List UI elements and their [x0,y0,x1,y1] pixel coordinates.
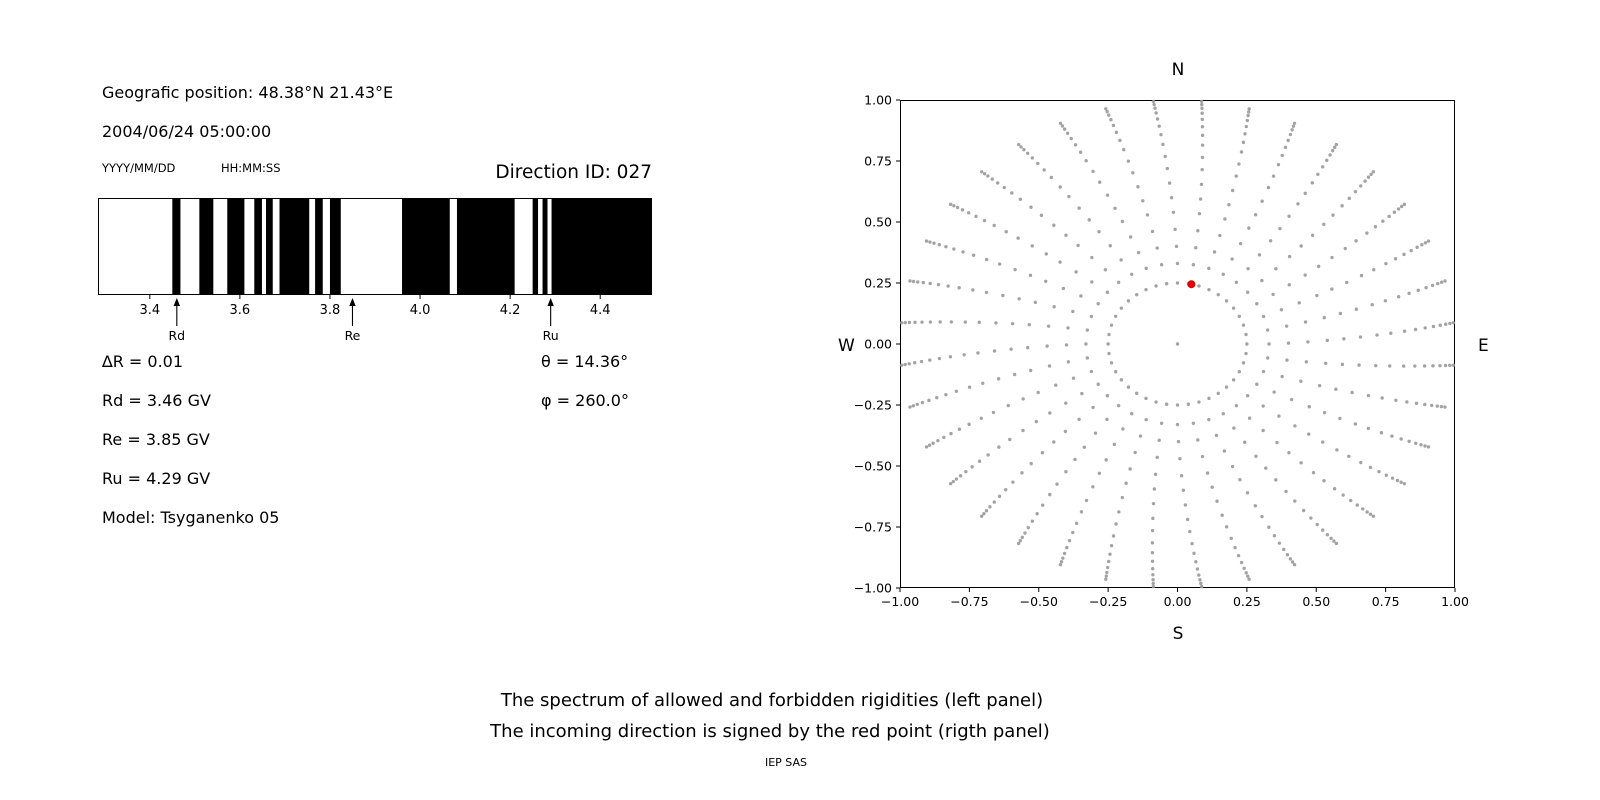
direction-ytick-label: 0.75 [864,154,892,169]
compass-south-label: S [1172,624,1184,644]
ru-value: Ru = 4.29 GV [102,469,211,488]
direction-ytick-label: 0.25 [864,276,892,291]
direction-xtick-label: −0.25 [1089,594,1127,609]
direction-ytick-label: −0.25 [854,398,892,413]
spectrum-tick-label: 4.2 [500,303,521,318]
spectrum-tick-label: 3.4 [139,303,160,318]
direction-ytick-label: 1.00 [864,93,892,108]
direction-xtick-label: 1.00 [1441,594,1469,609]
theta-value: θ = 14.36° [541,352,629,371]
direction-xtick-label: 0.50 [1302,594,1330,609]
spectrum-marker-label: Re [345,328,361,343]
re-value: Re = 3.85 GV [102,430,210,449]
spectrum-marker-label: Ru [543,328,559,343]
direction-ytick-label: −0.50 [854,459,892,474]
compass-east-label: E [1478,336,1489,356]
direction-ytick-label: 0.50 [864,215,892,230]
spectrum-tick-label: 3.6 [230,303,251,318]
direction-id-label: Direction ID: 027 [495,162,652,183]
delta-r-value: ∆R = 0.01 [102,352,184,371]
caption-line1: The spectrum of allowed and forbidden ri… [500,690,1044,711]
direction-xtick-label: −1.00 [881,594,919,609]
incoming-direction-plot: −1.00 −0.75 −0.50 −0.25 0.00 0.25 0.50 0.75 1.00… [854,93,1469,610]
direction-ytick-label: 0.00 [864,337,892,352]
direction-ytick-label: −1.00 [854,581,892,596]
compass-west-label: W [838,336,855,356]
direction-xtick-label: 0.00 [1164,594,1192,609]
direction-ytick-label: −0.75 [854,520,892,535]
direction-xtick-label: −0.75 [950,594,988,609]
date-format-label: YYYY/MM/DD [102,161,176,175]
compass-north-label: N [1171,60,1185,80]
time-format-label: HH:MM:SS [221,161,281,175]
direction-xtick-label: 0.25 [1233,594,1261,609]
rigidity-spectrum-plot: 3.4 3.6 3.8 4.0 4.2 4.4 Rd Re Ru [98,198,652,343]
credit-label: IEP SAS [764,756,808,769]
datetime-label: 2004/06/24 05:00:00 [102,122,272,141]
direction-xtick-label: −0.50 [1020,594,1058,609]
direction-xtick-label: 0.75 [1372,594,1400,609]
spectrum-tick-label: 4.0 [410,303,431,318]
spectrum-tick-label: 4.4 [590,303,611,318]
spectrum-marker-label: Rd [169,328,186,343]
phi-value: φ = 260.0° [541,391,629,410]
incoming-direction-red-point [1187,280,1196,289]
spectrum-tick-label: 3.8 [320,303,341,318]
geographic-position-label: Geografic position: 48.38°N 21.43°E [102,83,394,102]
rd-value: Rd = 3.46 GV [102,391,211,410]
caption-line2: The incoming direction is signed by the … [490,721,1050,742]
model-label: Model: Tsyganenko 05 [102,508,280,527]
